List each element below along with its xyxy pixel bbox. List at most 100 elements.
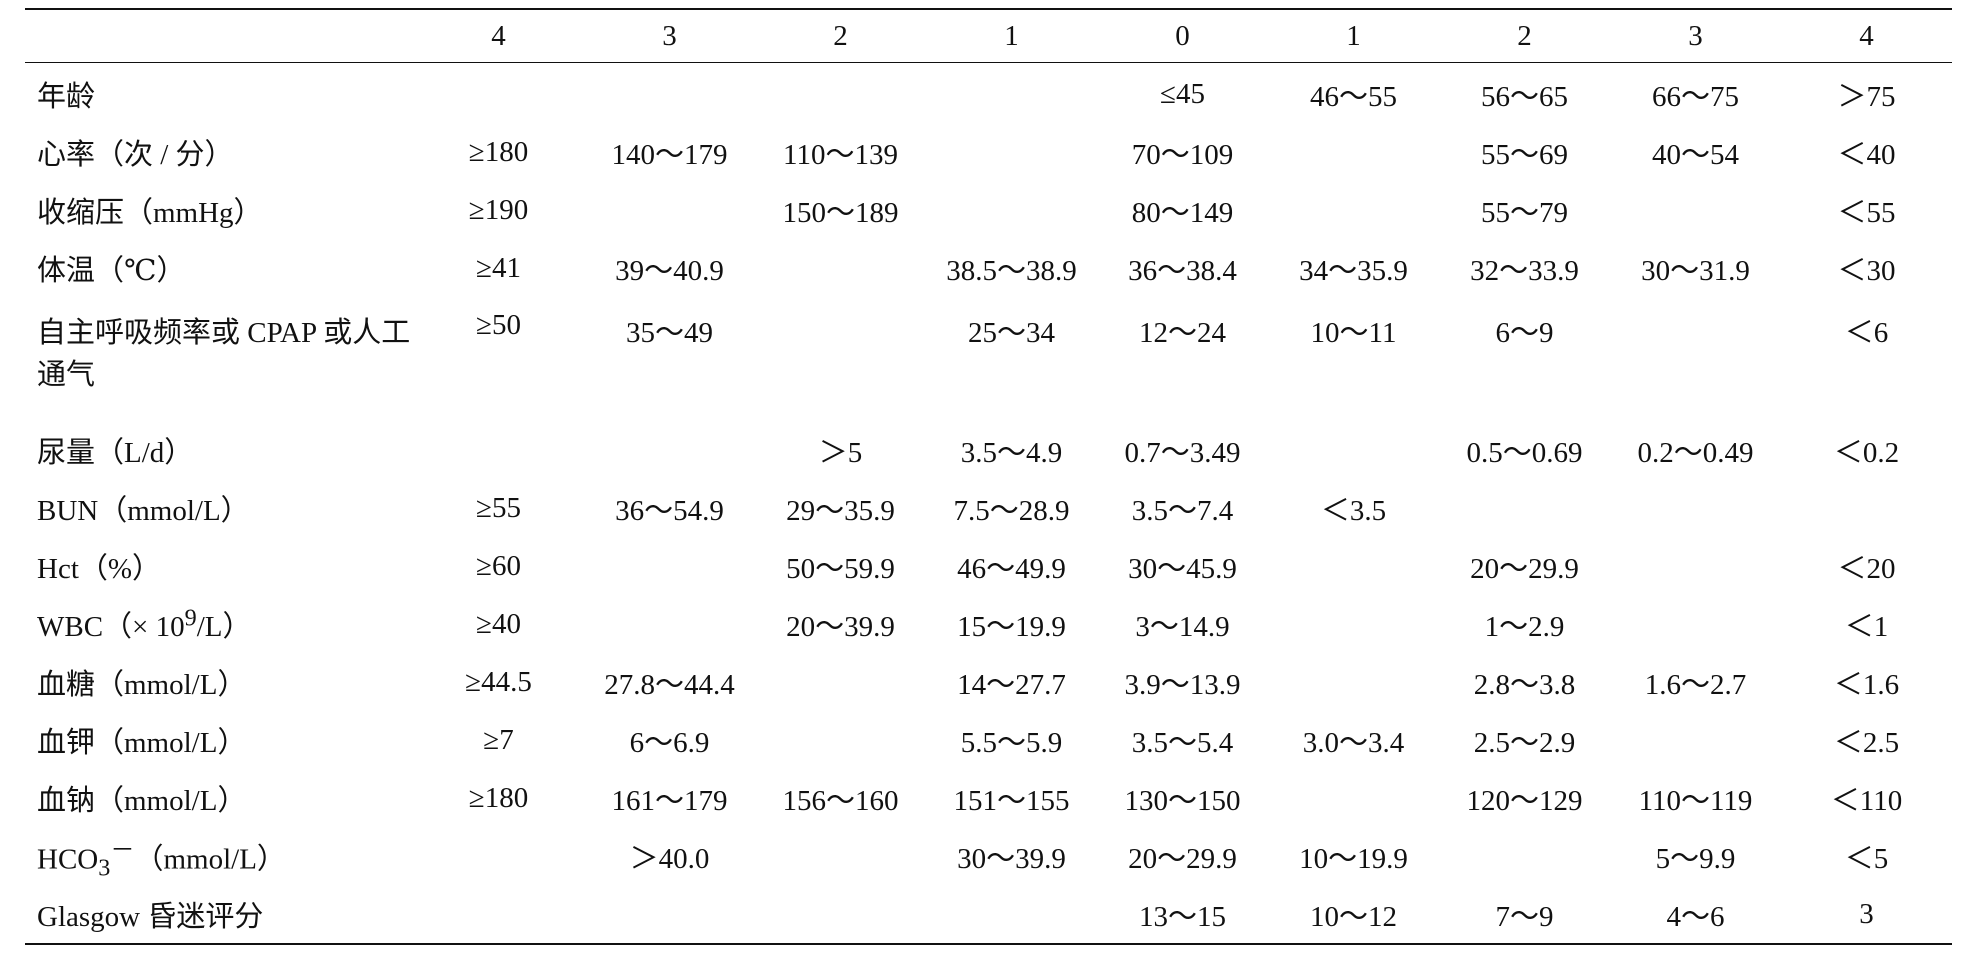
table-cell: 40～54: [1651, 139, 1739, 171]
table-cell: ＜5: [1844, 843, 1889, 875]
table-cell: 29～35.9: [786, 495, 895, 527]
table-cell: [1610, 595, 1781, 653]
table-cell: [413, 827, 584, 885]
table-cell: 7.5～28.9: [953, 495, 1070, 527]
table-cell: ≥44.5: [465, 665, 532, 698]
table-cell: ＜1: [1844, 611, 1889, 643]
table-cell: [755, 239, 926, 297]
table-cell: [1268, 123, 1439, 181]
table-cell: ≤45: [1160, 77, 1205, 110]
table-row: Glasgow 昏迷评分 13～15 10～12 7～9 4～6 3: [25, 885, 1952, 944]
table-cell: 10～19.9: [1299, 843, 1408, 875]
table-cell: [926, 181, 1097, 239]
table-cell: [755, 711, 926, 769]
table-cell: 46～49.9: [957, 553, 1066, 585]
table-cell: [584, 537, 755, 595]
table-cell: ＜1.6: [1833, 669, 1900, 701]
table-cell: 120～129: [1466, 785, 1583, 817]
row-label: 血钾（mmol/L）: [37, 727, 247, 759]
table-cell: 4～6: [1666, 901, 1725, 933]
table-cell: 3.5～4.9: [960, 437, 1063, 469]
row-label: BUN（mmol/L）: [37, 495, 250, 527]
table-cell: ＜20: [1837, 553, 1896, 585]
table-row: 心率（次 / 分） ≥180 140～179 110～139 70～109 55…: [25, 123, 1952, 181]
table-cell: [1781, 479, 1952, 537]
table-cell: [926, 885, 1097, 944]
table-cell: 110～139: [783, 139, 898, 171]
table-cell: 10～12: [1309, 901, 1397, 933]
table-cell: ≥190: [468, 193, 529, 226]
table-cell: 3: [1859, 897, 1874, 930]
row-label: 血钠（mmol/L）: [37, 785, 247, 817]
row-label: 自主呼吸频率或 CPAP 或人工通气: [37, 317, 411, 391]
table-cell: 66～75: [1651, 81, 1739, 113]
table-cell: [1268, 181, 1439, 239]
table-cell: ≥41: [476, 251, 521, 284]
table-cell: [926, 123, 1097, 181]
table-cell: 161～179: [611, 785, 728, 817]
table-cell: 6～6.9: [629, 727, 710, 759]
table-row: 血钾（mmol/L） ≥7 6～6.9 5.5～5.9 3.5～5.4 3.0～…: [25, 711, 1952, 769]
row-label: 收缩压（mmHg）: [37, 197, 263, 229]
table-cell: [1439, 479, 1610, 537]
table-cell: 30～45.9: [1128, 553, 1237, 585]
table-cell: [1610, 181, 1781, 239]
table-cell: ≥55: [476, 491, 521, 524]
row-label: Hct（%）: [37, 553, 162, 585]
row-label: 尿量（L/d）: [37, 437, 194, 469]
table-cell: 56～65: [1480, 81, 1568, 113]
table-cell: [413, 421, 584, 479]
table-row: 血钠（mmol/L） ≥180 161～179 156～160 151～155 …: [25, 769, 1952, 827]
table-cell: 35～49: [625, 317, 713, 349]
table-cell: ≥60: [476, 549, 521, 582]
table-cell: [1610, 297, 1781, 421]
row-label: 年龄: [37, 81, 96, 113]
row-label-subscript: 3: [98, 854, 111, 882]
table-cell: [584, 885, 755, 944]
table-cell: [1439, 827, 1610, 885]
table-cell: 0.5～0.69: [1466, 437, 1583, 469]
table-container: 4 3 2 1 0 1 2 3 4 年龄 ≤45 46～55 56～65 66～…: [25, 8, 1952, 945]
table-cell: 13～15: [1138, 901, 1226, 933]
table-cell: 34～35.9: [1299, 255, 1408, 287]
table-cell: 20～29.9: [1128, 843, 1237, 875]
table-cell: 20～29.9: [1470, 553, 1579, 585]
table-cell: 36～54.9: [615, 495, 724, 527]
row-label: 血糖（mmol/L）: [37, 669, 247, 701]
table-cell: 2.8～3.8: [1473, 669, 1576, 701]
table-cell: 3.5～5.4: [1131, 727, 1234, 759]
table-cell: [1610, 711, 1781, 769]
table-cell: 27.8～44.4: [604, 669, 735, 701]
table-cell: 130～150: [1124, 785, 1241, 817]
table-cell: 46～55: [1309, 81, 1397, 113]
header-row: 4 3 2 1 0 1 2 3 4: [25, 9, 1952, 63]
table-cell: [1268, 421, 1439, 479]
header-cell-label: [25, 9, 413, 63]
table-cell: 55～79: [1480, 197, 1568, 229]
table-cell: [755, 63, 926, 124]
row-label-text: HCO: [37, 843, 99, 876]
table-cell: [1268, 653, 1439, 711]
table-cell: [1268, 769, 1439, 827]
table-cell: 5～9.9: [1655, 843, 1736, 875]
table-row: BUN（mmol/L） ≥55 36～54.9 29～35.9 7.5～28.9…: [25, 479, 1952, 537]
table-cell: 12～24: [1138, 317, 1226, 349]
table-cell: [926, 63, 1097, 124]
table-cell: 1.6～2.7: [1644, 669, 1747, 701]
table-cell: 10～11: [1310, 317, 1397, 349]
apache-score-table: 4 3 2 1 0 1 2 3 4 年龄 ≤45 46～55 56～65 66～…: [25, 8, 1952, 945]
table-cell: 70～109: [1131, 139, 1234, 171]
table-cell: 80～149: [1131, 197, 1234, 229]
row-label: HCO3－（mmol/L）: [25, 827, 413, 885]
table-cell: [755, 885, 926, 944]
table-cell: ＜55: [1837, 197, 1896, 229]
table-cell: [1268, 595, 1439, 653]
table-cell: ＜2.5: [1833, 727, 1900, 759]
table-cell: ＜3.5: [1320, 495, 1387, 527]
table-cell: 25～34: [967, 317, 1055, 349]
table-cell: ≥7: [483, 723, 514, 756]
table-cell: ＜0.2: [1833, 437, 1900, 469]
table-row: 体温（℃） ≥41 39～40.9 38.5～38.9 36～38.4 34～3…: [25, 239, 1952, 297]
table-cell: ≥40: [476, 607, 521, 640]
row-label: WBC（× 109/L）: [25, 595, 413, 653]
